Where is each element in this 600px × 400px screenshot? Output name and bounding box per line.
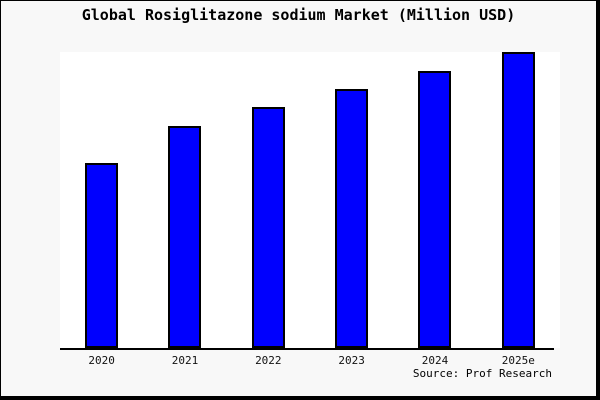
- x-tick-label-2020: 2020: [88, 354, 115, 367]
- x-tick-label-2024: 2024: [421, 354, 449, 367]
- bar-2020: [85, 163, 119, 348]
- bar-2023: [335, 88, 369, 348]
- bar-slot-2022: [227, 52, 310, 348]
- bar-2021: [168, 126, 202, 348]
- x-axis-line: [60, 348, 554, 350]
- bar-slot-2020: [60, 52, 143, 348]
- bar-slot-2024: [393, 52, 476, 348]
- bar-2025e: [501, 52, 535, 348]
- chart-title: Global Rosiglitazone sodium Market (Mill…: [81, 6, 516, 24]
- x-axis-labels: 2020 2021 2022 2023 2024 2025e: [60, 354, 560, 367]
- bar-2022: [251, 107, 285, 348]
- bar-2024: [418, 70, 452, 348]
- x-tick-label-2022: 2022: [255, 354, 282, 367]
- plot-area: [60, 52, 560, 348]
- source-note: Source: Prof Research: [412, 367, 552, 380]
- x-tick-label-2023: 2023: [338, 354, 365, 367]
- bar-slot-2025e: [477, 52, 560, 348]
- x-tick-label-2025e: 2025e: [501, 354, 535, 367]
- x-tick-label-2021: 2021: [171, 354, 199, 367]
- bar-slot-2021: [143, 52, 226, 348]
- bar-slot-2023: [310, 52, 393, 348]
